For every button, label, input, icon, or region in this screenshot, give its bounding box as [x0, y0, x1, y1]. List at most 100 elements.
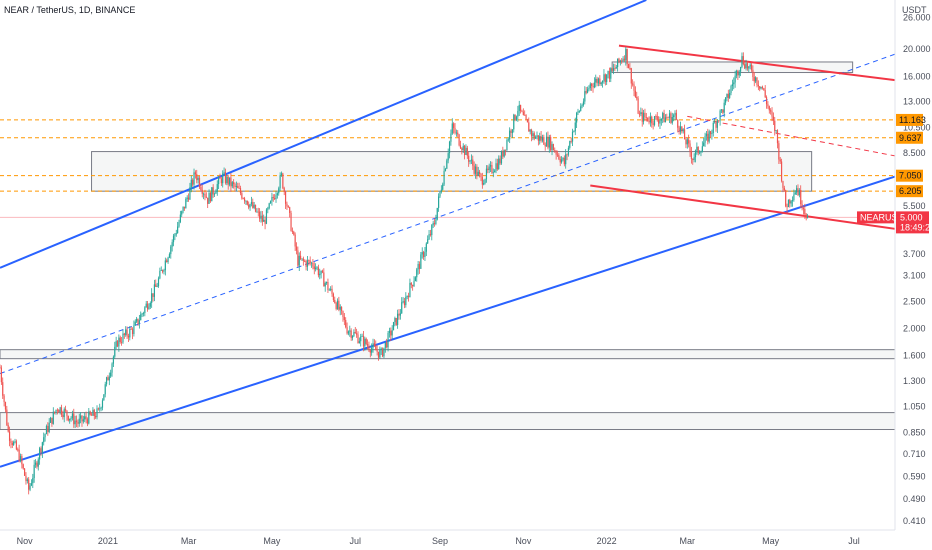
level-tag-value: 11.163 [899, 115, 926, 125]
time-axis[interactable]: Nov 2021 Mar May Jul Sep Nov 2022 Mar May Jul [17, 536, 860, 546]
trendlines-layer [0, 0, 896, 468]
candle-body [167, 257, 169, 263]
candle-body [645, 117, 647, 118]
candle-body [252, 202, 254, 208]
candle-body [536, 135, 538, 137]
candle-body [614, 68, 616, 69]
candle-body [785, 190, 787, 207]
candle-body [755, 77, 757, 82]
candle-body [446, 160, 448, 169]
candle-body [513, 114, 515, 130]
candle-body [301, 258, 303, 260]
candle-body [271, 197, 273, 202]
candle-body [544, 144, 546, 147]
candle-body [112, 356, 115, 364]
candle-body [790, 201, 792, 204]
candle-body [200, 186, 202, 190]
candle-body [73, 413, 75, 425]
candle-body [8, 431, 11, 441]
candle-body [43, 437, 45, 443]
candle-body [733, 82, 735, 85]
candle-body [664, 117, 667, 123]
candle-body [4, 402, 7, 410]
candle-body [41, 442, 43, 453]
candle-body [179, 214, 181, 223]
candle-body [90, 414, 93, 416]
candle-body [302, 258, 304, 261]
candle-body [190, 179, 192, 188]
price-tick-label: 26.000 [903, 12, 931, 22]
candle-body [730, 86, 732, 93]
time-tick-label: May [263, 536, 281, 546]
candle-body [626, 48, 628, 65]
candle-body [723, 102, 725, 113]
candle-body [711, 132, 713, 135]
candle-body [391, 330, 393, 336]
candle-body [215, 191, 217, 194]
candle-body [390, 330, 392, 336]
candle-body [267, 208, 269, 210]
candle-body [351, 335, 354, 338]
candle-body [704, 136, 706, 143]
candle-body [760, 86, 762, 89]
candle-body [246, 200, 248, 205]
candle-body [45, 425, 48, 435]
candle-body [673, 115, 675, 118]
candle-body [323, 272, 325, 287]
candle-body [320, 270, 322, 274]
candle-body [376, 350, 378, 352]
candle-body [805, 214, 807, 219]
candle-body [335, 302, 337, 309]
candle-body [578, 110, 580, 112]
last-price-value: 5.000 [900, 212, 923, 222]
candle-body [686, 139, 688, 145]
candle-body [346, 327, 348, 334]
candle-body [448, 141, 451, 154]
candle-body [521, 110, 523, 112]
candle-body [484, 179, 486, 184]
candle-body [369, 350, 371, 353]
candle-body [457, 132, 459, 135]
candle-body [238, 188, 240, 189]
candle-body [141, 313, 143, 315]
candle-body [347, 331, 350, 334]
candle-body [469, 160, 471, 162]
candle-body [793, 194, 795, 200]
candle-body [306, 260, 309, 267]
candle-body [566, 154, 568, 156]
candle-body [454, 128, 456, 133]
candle-body [585, 91, 587, 93]
candle-body [253, 204, 255, 208]
candle-body [224, 172, 227, 184]
candle-body [67, 415, 69, 421]
candle-body [148, 306, 150, 310]
price-tick-label: 3.700 [903, 249, 926, 259]
candle-body [175, 233, 177, 235]
candle-body [746, 63, 749, 69]
candle-body [749, 64, 751, 67]
candle-body [428, 234, 430, 240]
candle-body [350, 330, 352, 338]
candle-body [130, 328, 132, 330]
candle-body [312, 262, 314, 267]
candle-body [80, 415, 82, 419]
candle-body [48, 422, 50, 432]
candle-body [770, 110, 772, 112]
candle-body [23, 468, 26, 476]
candle-body [265, 209, 268, 224]
candle-body [591, 83, 593, 87]
candle-body [782, 180, 784, 188]
candle-body [284, 191, 287, 204]
candle-body [780, 161, 783, 181]
price-axis[interactable]: 26.000 20.000 16.000 13.000 10.500 8.500 5.500… [903, 12, 931, 525]
candle-body [511, 129, 514, 134]
candle-body [500, 151, 503, 164]
candle-body [88, 411, 90, 424]
candle-body [739, 66, 742, 72]
candle-body [394, 317, 396, 323]
candle-body [439, 192, 441, 197]
candle-body [547, 136, 549, 148]
candle-body [644, 112, 646, 118]
candle-body [756, 77, 758, 85]
